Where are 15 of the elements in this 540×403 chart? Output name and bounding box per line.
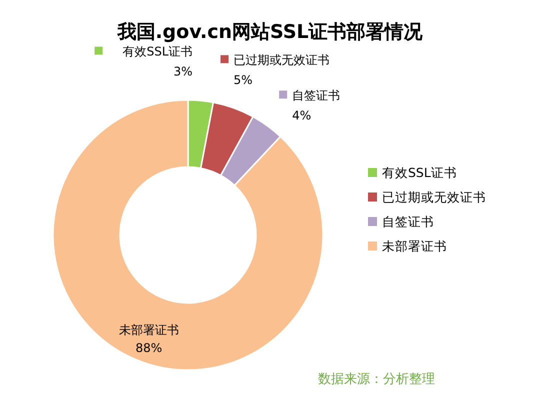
category-label: 有效SSL证书 xyxy=(382,165,457,180)
category-label: 已过期或无效证书 xyxy=(382,190,486,204)
data-label: 88% xyxy=(135,341,162,356)
category-label: 自签证书 xyxy=(382,214,434,229)
legend-label: 自签证书 xyxy=(292,88,340,103)
data-label: 4% xyxy=(292,108,312,123)
legend-label: 已过期或无效证书 xyxy=(234,53,330,68)
data-label: 5% xyxy=(234,73,253,88)
slice-label: 未部署证书 xyxy=(118,323,179,338)
chart-title: 我国.gov.cn网站SSL证书部署情况 xyxy=(116,21,424,43)
data-label: 3% xyxy=(174,64,193,79)
source-note: 数据来源：分析整理 xyxy=(318,372,435,387)
donut-slice xyxy=(52,99,324,371)
legend-label: 未部署证书 xyxy=(382,238,447,254)
legend-label: 有效SSL证书 xyxy=(122,44,193,59)
